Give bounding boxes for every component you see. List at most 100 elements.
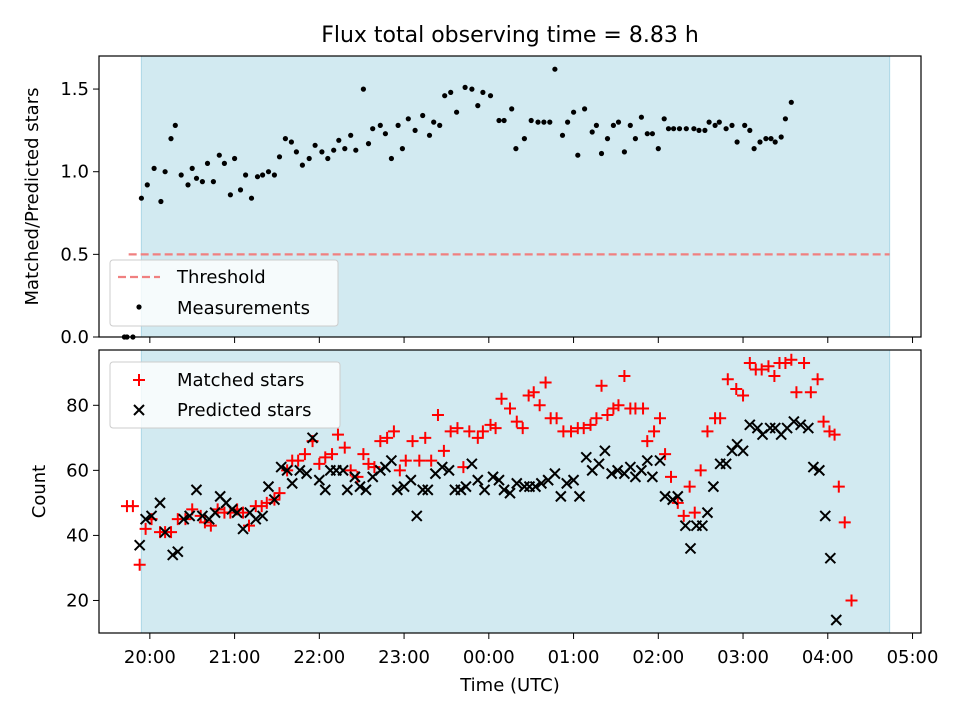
- ratio-panel: 0.0 0.5 1.0 1.5 Matched/Predicted stars Thr…: [22, 55, 922, 348]
- ratio-x-ticks: [149, 337, 914, 343]
- matched-star-point-98: [737, 389, 750, 402]
- measurement-point-72: [547, 119, 553, 125]
- count-x-tick-label-1: 21:00: [209, 647, 261, 668]
- matched-star-point-79: [618, 370, 631, 383]
- matched-star-point-35: [344, 464, 357, 477]
- predicted-star-point-39: [374, 464, 387, 477]
- predicted-star-point-10: [196, 510, 209, 522]
- measurement-point-57: [448, 89, 454, 95]
- measurement-point-66: [509, 106, 515, 112]
- measurement-point-37: [331, 147, 337, 153]
- measurement-point-69: [528, 117, 534, 124]
- predicted-star-point-69: [561, 477, 573, 490]
- matched-star-point-41: [381, 431, 394, 444]
- measurement-point-64: [496, 117, 502, 124]
- count-x-tick-label-3: 23:00: [378, 647, 430, 668]
- measurement-point-19: [227, 192, 233, 198]
- predicted-star-point-96: [726, 445, 738, 457]
- measurement-point-86: [627, 122, 633, 128]
- measurement-point-35: [319, 149, 325, 155]
- ratio-legend: Threshold Measurements: [109, 259, 339, 327]
- measurement-point-79: [589, 129, 595, 135]
- measurement-point-47: [388, 155, 394, 162]
- predicted-star-point-86: [666, 493, 679, 506]
- predicted-star-point-89: [684, 542, 697, 555]
- legend-measurements-swatch: [136, 304, 142, 310]
- measurement-point-26: [265, 169, 272, 175]
- predicted-star-point-61: [511, 477, 523, 490]
- measurement-point-54: [431, 119, 437, 125]
- count-legend-box: [109, 361, 341, 429]
- predicted-star-point-21: [262, 480, 275, 493]
- measurement-point-109: [757, 139, 763, 145]
- measurement-point-8: [168, 136, 174, 142]
- matched-star-point-32: [326, 448, 339, 461]
- measurement-point-101: [712, 122, 718, 128]
- predicted-star-point-47: [422, 484, 434, 496]
- predicted-star-point-24: [281, 464, 293, 477]
- predicted-star-point-46: [417, 484, 429, 496]
- matched-star-point-85: [653, 412, 666, 425]
- predicted-star-point-106: [788, 415, 800, 428]
- matched-star-point-42: [387, 425, 400, 438]
- matched-star-point-73: [584, 418, 597, 431]
- chart-title: Flux total observing time = 8.83 h: [321, 23, 699, 48]
- measurement-point-92: [661, 116, 667, 122]
- predicted-star-point-29: [313, 474, 326, 486]
- measurement-point-74: [559, 132, 566, 138]
- measurement-point-50: [405, 116, 411, 122]
- measurement-point-43: [365, 141, 372, 147]
- legend-predicted-label: Predicted stars: [177, 400, 311, 421]
- predicted-star-point-74: [593, 458, 605, 470]
- matched-star-point-87: [665, 470, 678, 483]
- measurement-point-10: [178, 172, 184, 178]
- matched-star-point-33: [331, 428, 344, 441]
- measurement-point-45: [377, 122, 383, 128]
- predicted-star-point-85: [659, 490, 671, 503]
- predicted-star-point-37: [360, 484, 372, 496]
- count-y-tick-label-1: 40: [66, 525, 89, 546]
- matched-star-point-18: [237, 506, 250, 519]
- measurement-point-106: [742, 122, 748, 128]
- predicted-star-point-71: [573, 490, 586, 503]
- count-x-tick-label-6: 02:00: [632, 647, 684, 668]
- measurement-point-112: [772, 139, 778, 145]
- predicted-star-point-30: [319, 484, 331, 496]
- count-y-label: Count: [29, 465, 50, 518]
- ratio-axes-frame: [98, 55, 922, 338]
- matched-star-point-102: [762, 360, 775, 373]
- measurement-point-115: [788, 99, 794, 105]
- matched-star-point-37: [357, 448, 370, 461]
- predicted-star-point-42: [391, 484, 404, 496]
- measurement-point-80: [593, 122, 600, 128]
- predicted-star-point-83: [646, 471, 659, 483]
- predicted-star-point-3: [154, 497, 166, 509]
- predicted-star-point-91: [696, 519, 709, 532]
- matched-star-point-83: [641, 435, 654, 448]
- predicted-star-point-60: [504, 487, 516, 499]
- legend-threshold-label: Threshold: [176, 267, 266, 288]
- measurement-point-61: [475, 103, 481, 109]
- predicted-star-point-56: [478, 484, 491, 496]
- measurement-point-24: [254, 174, 261, 180]
- predicted-star-point-70: [567, 474, 580, 486]
- predicted-star-point-36: [354, 480, 366, 493]
- measurement-point-39: [342, 146, 348, 152]
- predicted-star-point-34: [341, 484, 354, 496]
- predicted-star-point-112: [824, 552, 837, 564]
- predicted-star-point-67: [549, 467, 561, 480]
- measurement-point-33: [306, 155, 312, 162]
- predicted-star-point-95: [720, 458, 732, 470]
- measurement-point-30: [288, 139, 294, 145]
- matched-star-point-76: [601, 409, 614, 422]
- predicted-star-point-72: [580, 451, 592, 464]
- count-y-tick-label-3: 80: [66, 395, 89, 416]
- predicted-star-point-109: [807, 461, 820, 473]
- predicted-star-point-59: [498, 484, 510, 496]
- predicted-star-point-15: [226, 503, 238, 516]
- predicted-star-point-75: [599, 445, 611, 457]
- predicted-star-point-41: [385, 454, 398, 467]
- predicted-star-point-1: [139, 513, 152, 525]
- measurement-point-99: [702, 127, 708, 133]
- measurement-point-65: [501, 117, 507, 124]
